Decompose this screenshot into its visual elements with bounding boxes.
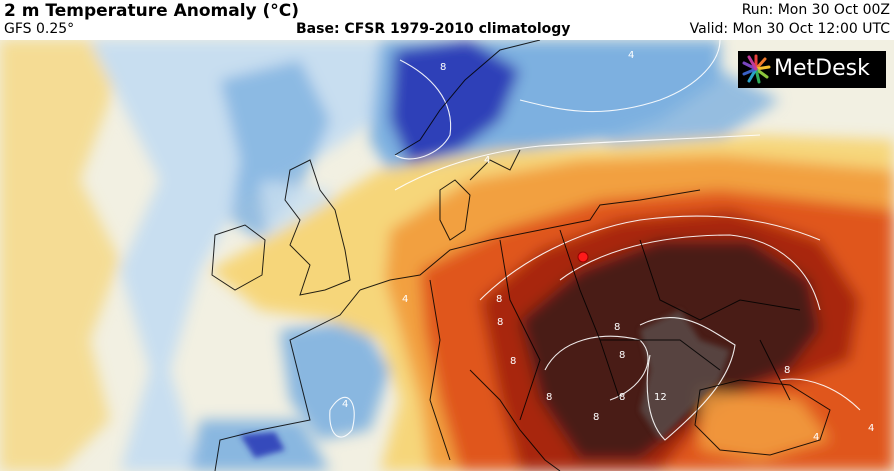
contour-label: 4: [628, 50, 634, 61]
contour-label: 8: [619, 350, 625, 361]
contour-line: [639, 317, 736, 441]
contour-label: 4: [484, 155, 490, 166]
coastline-ireland: [211, 224, 266, 291]
coastline-italy: [469, 369, 561, 471]
anomaly-warm-black-sea: [700, 390, 830, 460]
contour-label: 8: [784, 365, 790, 376]
coastline-continent: [214, 189, 701, 471]
contour-label: 8: [593, 412, 599, 423]
map-header: 2 m Temperature Anomaly (°C) GFS 0.25° B…: [0, 0, 894, 40]
anomaly-peak-ukraine: [640, 310, 730, 440]
logo-text: MetDesk: [774, 56, 870, 81]
contour-label: 8: [614, 322, 620, 333]
contour-label: 8: [546, 392, 552, 403]
contour-line: [394, 59, 452, 160]
contour-label: 4: [402, 294, 408, 305]
location-marker: [577, 251, 589, 263]
anomaly-strong-cold-scandinavia: [390, 40, 520, 165]
contour-line: [394, 134, 761, 191]
contour-label: 8: [496, 294, 502, 305]
climatology-base-label: Base: CFSR 1979-2010 climatology: [296, 21, 571, 37]
anomaly-cold-baltic: [560, 70, 780, 150]
anomaly-strong-cold-spot-iberia: [240, 432, 285, 458]
contour-label: 8: [497, 317, 503, 328]
contour-label: 4: [868, 423, 874, 434]
temperature-anomaly-map: 8 4 4 4 8 8 8 8 8 8 8 8 12 8 4 4 4: [0, 40, 894, 471]
run-time-label: Run: Mon 30 Oct 00Z: [741, 2, 890, 18]
contour-label: 4: [342, 399, 348, 410]
sunburst-logo-icon: [742, 54, 771, 84]
contour-line: [329, 397, 355, 438]
contour-label: 12: [654, 392, 667, 403]
contour-label: 4: [813, 432, 819, 443]
metdesk-logo: MetDesk: [738, 51, 886, 88]
coastline-britain: [284, 159, 351, 296]
contour-label: 8: [440, 62, 446, 73]
anomaly-weak-warm-atlantic: [0, 40, 120, 471]
contour-line: [479, 215, 821, 301]
contour-line: [559, 234, 821, 311]
coastline-denmark: [439, 179, 471, 241]
anomaly-cold-atlantic: [220, 60, 330, 240]
valid-time-label: Valid: Mon 30 Oct 12:00 UTC: [689, 21, 890, 37]
contour-line: [519, 40, 721, 113]
coastline-black-sea: [694, 379, 831, 456]
model-label: GFS 0.25°: [4, 21, 75, 37]
contour-label: 8: [510, 356, 516, 367]
contour-line: [779, 378, 861, 411]
border-lines: [429, 229, 801, 461]
contour-label: 8: [619, 392, 625, 403]
map-title: 2 m Temperature Anomaly (°C): [4, 1, 300, 21]
coastline-scandinavia: [394, 40, 541, 181]
